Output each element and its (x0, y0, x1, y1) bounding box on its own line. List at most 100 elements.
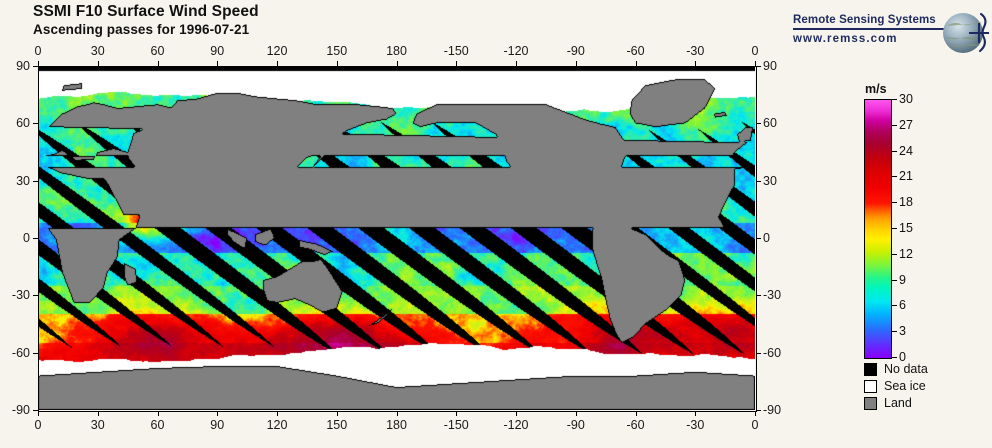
lat-label-right: 60 (763, 116, 777, 131)
lon-label-bottom: 30 (90, 418, 105, 432)
remss-logo[interactable]: Remote Sensing Systems www.remss.com (793, 12, 989, 62)
wind-speed-map[interactable] (38, 66, 755, 410)
lat-label-right: -90 (763, 403, 782, 417)
lon-label-top: 0 (751, 44, 759, 58)
legend-swatch (864, 379, 877, 393)
lat-label-right: 90 (763, 59, 777, 73)
lon-tick-bottom (516, 411, 517, 416)
lon-tick-top (755, 61, 756, 66)
lat-tick-right (756, 123, 761, 125)
legend-label: No data (884, 362, 928, 376)
colorbar-tick (891, 202, 897, 204)
colorbar-tick-label: 15 (899, 221, 913, 235)
lon-label-top: -120 (503, 44, 529, 58)
lat-label-left: 60 (16, 116, 30, 131)
colorbar-tick-label: 3 (899, 324, 906, 339)
globe-icon (943, 12, 989, 53)
lat-label-left: 30 (16, 173, 30, 188)
lon-tick-bottom (217, 411, 219, 416)
colorbar-tick (891, 357, 897, 358)
lon-tick-bottom (38, 411, 39, 416)
lat-tick-right (756, 66, 761, 67)
lat-label-right: -30 (763, 288, 782, 303)
legend-item: Sea ice (864, 378, 928, 394)
lon-tick-bottom (157, 411, 159, 416)
lon-label-bottom: 150 (326, 418, 348, 432)
lon-label-bottom: 60 (150, 418, 165, 432)
legend-swatch (864, 362, 877, 376)
lat-tick-left (33, 180, 38, 182)
logo-website-url: www.remss.com (793, 32, 898, 45)
lon-tick-top (157, 61, 159, 66)
lon-label-top: 120 (266, 44, 288, 58)
lon-label-top: 180 (386, 44, 407, 58)
lon-label-top: -90 (566, 44, 585, 58)
colorbar-tick-label: 12 (899, 246, 913, 261)
lon-tick-bottom (755, 411, 756, 416)
colorbar-tick (891, 228, 897, 229)
lon-label-top: 0 (34, 44, 42, 58)
lon-label-bottom: 90 (210, 418, 225, 432)
lon-tick-top (516, 61, 517, 66)
map-legend: No data Sea ice Land (864, 361, 928, 412)
colorbar-tick (891, 253, 897, 255)
legend-item: Land (864, 395, 928, 411)
legend-item: No data (864, 361, 928, 377)
colorbar[interactable] (864, 99, 892, 359)
lat-tick-right (756, 295, 761, 297)
lon-tick-bottom (456, 411, 458, 416)
lon-tick-bottom (97, 411, 99, 416)
lat-label-left: -30 (11, 288, 30, 303)
lat-tick-right (756, 180, 761, 182)
colorbar-tick (891, 99, 897, 100)
lat-label-left: -60 (11, 345, 30, 360)
lon-label-top: 30 (90, 44, 105, 58)
lon-tick-top (695, 61, 697, 66)
lon-tick-bottom (575, 411, 577, 416)
lon-label-bottom: 0 (751, 418, 759, 432)
lon-tick-top (396, 61, 398, 66)
lat-label-left: 0 (23, 231, 30, 245)
lat-tick-left (33, 123, 38, 125)
lon-tick-top (277, 61, 278, 66)
lon-label-top: -150 (443, 44, 469, 58)
colorbar-tick (891, 176, 897, 178)
lon-label-bottom: -60 (626, 418, 645, 432)
lon-tick-top (97, 61, 99, 66)
lat-label-right: 30 (763, 173, 777, 188)
lat-tick-left (33, 352, 38, 354)
lon-label-bottom: -150 (443, 418, 469, 432)
colorbar-tick-label: 6 (899, 298, 906, 313)
lon-label-bottom: -90 (566, 418, 585, 432)
legend-label: Sea ice (884, 379, 926, 393)
lat-tick-left (33, 66, 38, 67)
lat-label-left: 90 (16, 59, 30, 73)
lat-label-right: 0 (763, 231, 770, 245)
legend-label: Land (884, 396, 912, 410)
lon-label-bottom: 180 (386, 418, 407, 432)
lat-label-right: -60 (763, 345, 782, 360)
page-subtitle: Ascending passes for 1996-07-21 (33, 22, 250, 37)
colorbar-tick-label: 0 (899, 350, 906, 364)
lon-tick-bottom (396, 411, 398, 416)
colorbar-tick-label: 9 (899, 272, 906, 287)
lon-tick-bottom (277, 411, 278, 416)
lon-tick-top (456, 61, 458, 66)
lon-tick-bottom (336, 411, 338, 416)
lon-label-bottom: -120 (503, 418, 529, 432)
logo-organization-name: Remote Sensing Systems (793, 14, 936, 26)
logo-text: Remote Sensing Systems www.remss.com (793, 14, 948, 45)
lon-label-top: 60 (150, 44, 165, 58)
lat-tick-right (756, 410, 761, 411)
lon-tick-bottom (635, 411, 637, 416)
colorbar-tick (891, 331, 897, 333)
lon-label-bottom: -30 (686, 418, 705, 432)
title-block: SSMI F10 Surface Wind Speed Ascending pa… (33, 2, 259, 39)
lat-tick-left (33, 238, 38, 239)
lon-tick-top (38, 61, 39, 66)
legend-swatch (864, 396, 877, 410)
colorbar-tick-label: 30 (899, 92, 913, 106)
colorbar-tick (891, 279, 897, 281)
colorbar-units-label: m/s (865, 82, 887, 96)
lat-tick-left (33, 410, 38, 411)
